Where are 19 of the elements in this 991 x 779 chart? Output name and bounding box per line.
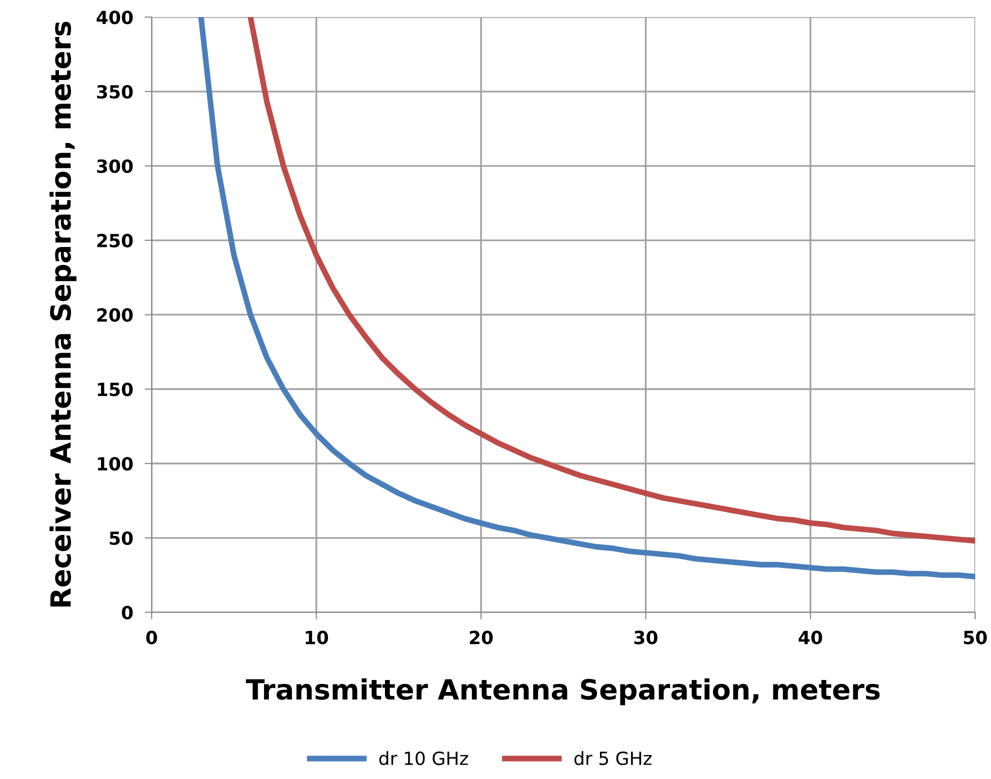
x-axis-title: Transmitter Antenna Separation, meters: [246, 678, 880, 706]
y-tick-label: 100: [98, 456, 133, 471]
y-tick-label: 300: [97, 159, 133, 174]
x-tick-label: 10: [306, 630, 328, 644]
x-tick-label: 20: [470, 630, 493, 644]
y-tick-label: 150: [98, 382, 133, 396]
y-tick-label: 350: [97, 84, 133, 99]
x-tick-label: 40: [798, 630, 822, 644]
x-tick-label: 50: [964, 630, 987, 644]
y-tick-label: 0: [122, 606, 133, 620]
y-tick-label: 200: [97, 308, 133, 322]
y-axis-title: Receiver Antenna Separation, meters: [50, 22, 76, 606]
y-tick-label: 50: [110, 531, 133, 546]
y-tick-label: 250: [97, 234, 133, 248]
legend-label: dr 5 GHz: [574, 751, 652, 766]
x-tick-label: 0: [146, 630, 158, 644]
legend-label: dr 10 GHz: [379, 751, 468, 766]
x-tick-label: 30: [634, 630, 658, 644]
y-tick-label: 400: [96, 10, 133, 24]
